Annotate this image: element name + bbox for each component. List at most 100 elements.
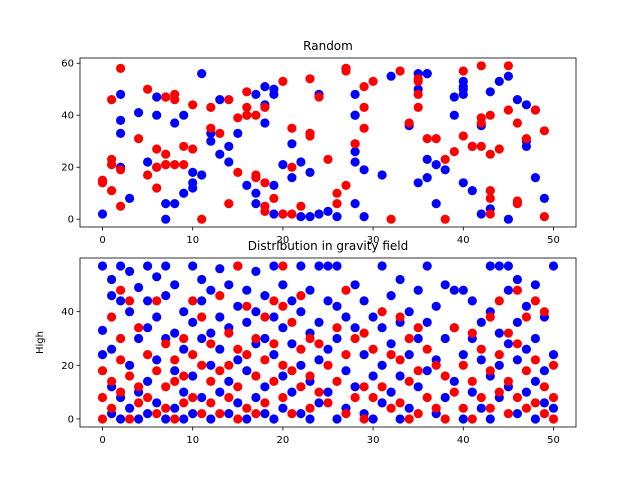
scatter-point [269, 414, 279, 424]
scatter-point [269, 350, 279, 360]
scatter-point [485, 110, 495, 120]
scatter-point [269, 193, 279, 203]
scatter-point [224, 157, 234, 167]
scatter-point [458, 403, 468, 413]
scatter-point [494, 144, 504, 154]
scatter-point [97, 178, 108, 188]
scatter-point [539, 398, 550, 408]
scatter-point [413, 102, 423, 112]
scatter-point [278, 209, 288, 219]
scatter-point [413, 76, 423, 86]
scatter-point [152, 144, 162, 154]
scatter-point [125, 266, 135, 276]
scatter-point [512, 274, 523, 285]
scatter-point [224, 280, 234, 290]
scatter-point [350, 110, 360, 120]
scatter-point [503, 61, 513, 71]
scatter-point [188, 317, 198, 327]
scatter-point [287, 209, 297, 219]
scatter-point [404, 376, 414, 386]
scatter-point [548, 350, 559, 360]
scatter-point [305, 167, 315, 177]
scatter-point [125, 193, 135, 203]
scatter-point [476, 403, 486, 413]
scatter-point [125, 360, 135, 370]
scatter-point [269, 261, 279, 271]
scatter-point [458, 360, 468, 370]
scatter-point [476, 344, 486, 354]
scatter-point [440, 414, 450, 424]
scatter-point [179, 307, 189, 317]
scatter-point [287, 366, 297, 376]
scatter-point [485, 403, 495, 413]
scatter-point [413, 333, 423, 344]
scatter-point [107, 160, 117, 170]
scatter-point [242, 403, 252, 413]
scatter-point [377, 261, 387, 271]
scatter-point [323, 398, 333, 408]
scatter-point [296, 212, 306, 222]
scatter-point [323, 360, 333, 370]
scatter-point [224, 199, 234, 209]
scatter-point [368, 344, 378, 354]
scatter-point [494, 350, 504, 360]
scatter-point [341, 366, 351, 376]
scatter-point [161, 92, 171, 102]
scatter-point [179, 387, 189, 397]
scatter-point [377, 398, 387, 408]
scatter-point [431, 301, 441, 311]
scatter-point [530, 296, 541, 306]
scatter-point [323, 387, 333, 397]
scatter-point [296, 261, 306, 271]
scatter-point [125, 403, 135, 413]
x-tick-label: 0 [99, 235, 105, 246]
scatter-point [206, 123, 216, 133]
scatter-point [359, 82, 369, 92]
scatter-point [476, 317, 486, 327]
scatter-point [116, 387, 126, 397]
scatter-point [152, 409, 162, 419]
scatter-point [134, 333, 144, 344]
scatter-point [269, 376, 279, 386]
scatter-point [116, 89, 126, 99]
scatter-point [170, 118, 180, 128]
scatter-point [107, 376, 117, 386]
scatter-point [287, 339, 297, 349]
scatter-point [278, 280, 288, 290]
scatter-point [97, 325, 108, 335]
scatter-point [413, 366, 423, 376]
scatter-point [350, 199, 360, 209]
scatter-point [260, 409, 270, 419]
scatter-point [476, 209, 486, 219]
scatter-point [188, 167, 198, 177]
scatter-point [116, 296, 126, 306]
scatter-point [97, 209, 108, 219]
scatter-point [197, 274, 207, 285]
scatter-point [422, 261, 432, 271]
scatter-point [251, 266, 261, 276]
scatter-point [305, 371, 315, 381]
scatter-point [512, 317, 523, 327]
scatter-point [161, 414, 171, 424]
scatter-point [116, 355, 126, 365]
scatter-point [269, 296, 279, 306]
scatter-point [485, 312, 495, 322]
scatter-point [278, 323, 288, 333]
scatter-point [152, 366, 162, 376]
scatter-point [206, 285, 216, 295]
scatter-point [278, 261, 288, 271]
scatter-point [125, 414, 135, 424]
scatter-point [251, 199, 261, 209]
scatter-point [323, 154, 333, 164]
scatter-point [467, 387, 477, 397]
scatter-point [260, 102, 270, 112]
scatter-point [278, 360, 288, 370]
scatter-point [260, 178, 270, 188]
scatter-point [323, 206, 333, 216]
scatter-point [287, 409, 297, 419]
scatter-point [341, 66, 351, 76]
scatter-point [152, 110, 162, 120]
scatter-point [350, 280, 360, 290]
scatter-point [332, 414, 342, 424]
scatter-point [395, 312, 405, 322]
